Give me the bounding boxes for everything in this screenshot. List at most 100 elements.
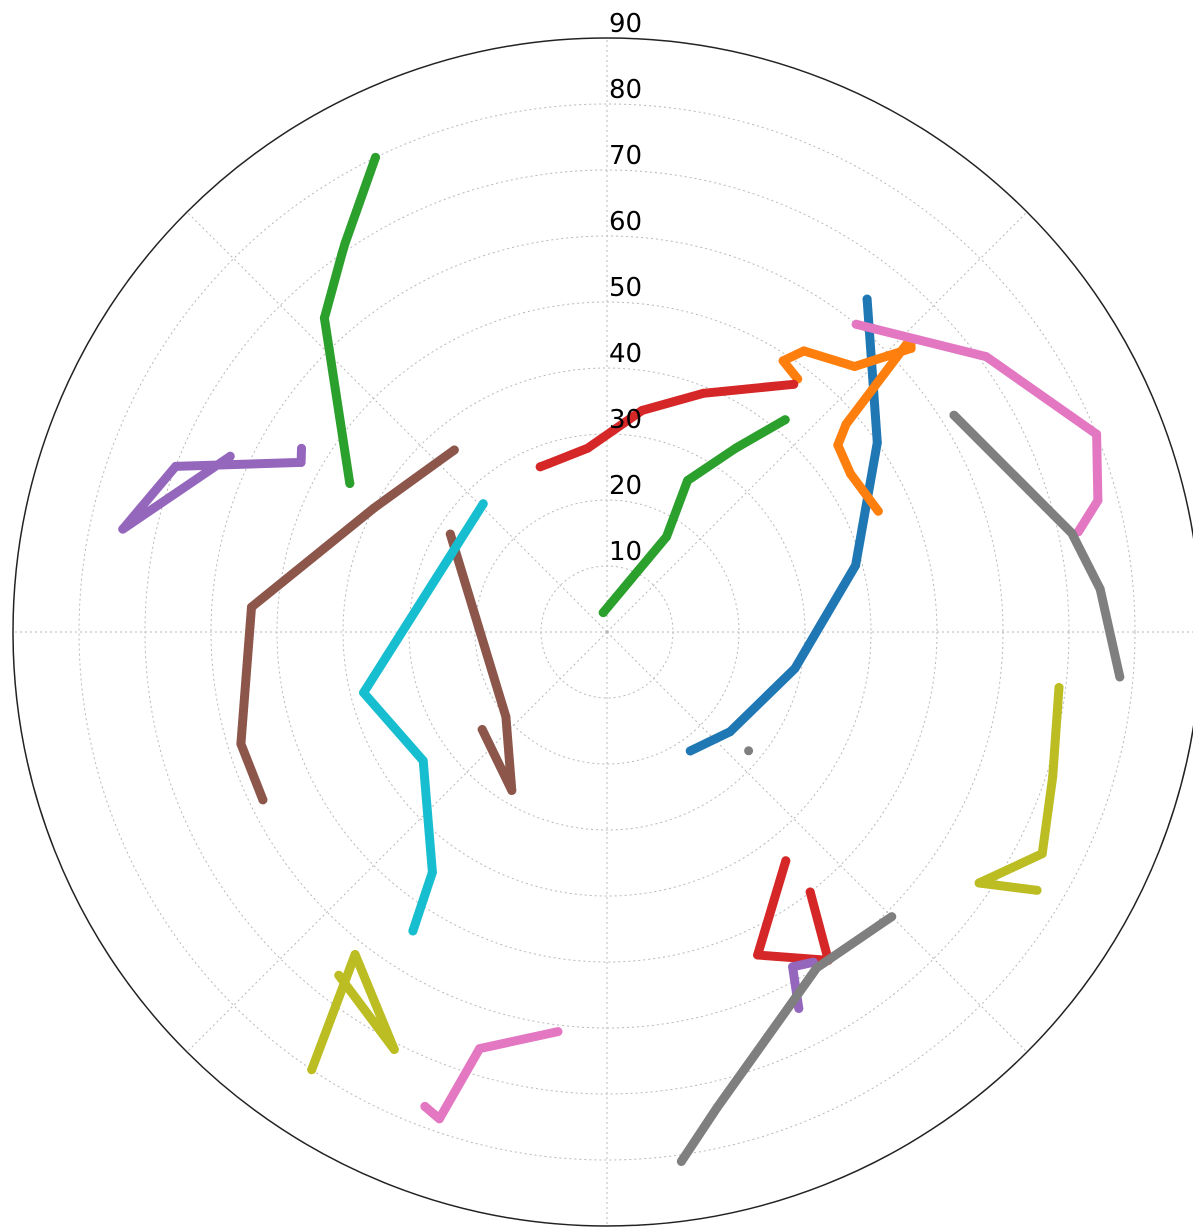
point-series-2-9 — [371, 152, 380, 162]
radial-tick-label: 50 — [609, 273, 642, 303]
point-series-6-1 — [981, 352, 991, 362]
point-series-6-0 — [851, 319, 861, 329]
point-series-1-1 — [778, 356, 788, 366]
grid-ring-30 — [408, 433, 806, 831]
point-series-1-6 — [841, 419, 851, 429]
point-series-4-4 — [297, 443, 306, 453]
track-series-2-seg-1 — [319, 152, 380, 488]
track-series-5-seg-1 — [445, 529, 517, 795]
point-series-8-8 — [334, 970, 344, 980]
track-series-3-seg-0 — [535, 379, 799, 472]
point-series-8-3 — [974, 878, 984, 888]
point-series-7-0 — [744, 746, 754, 756]
track-series-2-seg-0 — [598, 415, 790, 618]
point-series-9-3 — [427, 867, 437, 877]
point-series-0-0 — [862, 294, 872, 304]
point-series-2-3 — [731, 443, 741, 453]
grid-spoke-315 — [186, 211, 608, 633]
radial-tick-label: 60 — [609, 207, 642, 237]
polar-grid — [12, 37, 1193, 1227]
point-series-7-6 — [812, 963, 822, 973]
grid-spoke-135 — [606, 631, 1028, 1053]
radial-tick-label: 10 — [609, 537, 642, 567]
point-series-6-8 — [420, 1101, 430, 1111]
point-series-2-1 — [662, 532, 671, 542]
point-series-6-3 — [1093, 496, 1103, 505]
point-series-7-5 — [887, 912, 897, 922]
point-series-1-4 — [906, 343, 916, 353]
polar-frame — [12, 37, 1193, 1227]
track-series-0-seg-0 — [685, 294, 882, 756]
point-series-1-8 — [846, 469, 855, 479]
point-series-2-6 — [319, 313, 329, 323]
point-series-3-0 — [789, 379, 799, 389]
point-series-1-9 — [873, 506, 883, 516]
point-series-4-2 — [171, 461, 181, 471]
satellite-tracks — [118, 152, 1125, 1166]
radial-tick-label: 90 — [609, 9, 642, 39]
track-series-1-seg-0 — [778, 334, 916, 516]
radial-tick-label: 80 — [609, 75, 642, 105]
point-series-0-3 — [790, 664, 800, 673]
radial-tick-label: 40 — [609, 339, 642, 369]
point-series-6-2 — [1092, 429, 1102, 439]
radial-tick-label: 30 — [609, 405, 642, 435]
track-series-7-seg-2 — [676, 912, 897, 1166]
point-series-6-5 — [553, 1027, 563, 1037]
point-series-5-5 — [445, 529, 455, 539]
point-series-5-4 — [258, 795, 268, 805]
point-series-2-4 — [780, 415, 790, 425]
point-series-3-7 — [753, 950, 763, 960]
point-series-9-0 — [478, 499, 488, 509]
point-series-2-8 — [340, 239, 350, 248]
point-series-7-7 — [712, 1103, 722, 1113]
grid-ring-80 — [78, 103, 1136, 1161]
track-series-6-seg-1 — [420, 1027, 563, 1124]
point-series-3-3 — [583, 443, 593, 453]
track-series-5-seg-0 — [236, 445, 459, 805]
point-series-6-6 — [475, 1044, 485, 1054]
point-series-3-1 — [698, 388, 708, 398]
track-series-8-seg-0 — [974, 683, 1064, 895]
point-series-3-6 — [781, 856, 791, 866]
point-series-8-7 — [389, 1045, 399, 1054]
point-series-0-5 — [685, 746, 695, 756]
grid-ring-40 — [342, 367, 872, 897]
point-series-0-2 — [851, 560, 861, 570]
point-series-6-7 — [434, 1114, 444, 1124]
track-series-4-seg-0 — [118, 443, 306, 534]
track-series-8-seg-1 — [307, 950, 399, 1075]
point-series-7-3 — [1095, 584, 1105, 594]
point-series-5-6 — [501, 712, 511, 722]
point-series-1-2 — [799, 346, 809, 356]
point-series-2-5 — [345, 479, 355, 488]
point-series-8-0 — [1054, 683, 1064, 692]
point-series-3-2 — [637, 405, 647, 415]
track-series-3-seg-1 — [753, 856, 833, 965]
radial-tick-label: 70 — [609, 141, 642, 171]
point-series-8-6 — [350, 950, 360, 959]
point-series-9-4 — [408, 926, 418, 936]
point-series-4-5 — [794, 1003, 804, 1013]
point-series-7-8 — [676, 1156, 686, 1166]
point-series-1-7 — [833, 440, 843, 450]
point-series-4-6 — [788, 962, 798, 972]
point-series-8-2 — [1037, 849, 1047, 859]
point-series-2-0 — [598, 608, 608, 618]
point-series-1-3 — [850, 362, 860, 371]
grid-spoke-45 — [606, 211, 1028, 633]
point-series-9-1 — [359, 688, 369, 698]
track-series-7-seg-1 — [949, 410, 1125, 682]
grid-spoke-225 — [186, 631, 608, 1053]
point-series-8-5 — [307, 1065, 317, 1075]
point-series-9-2 — [418, 756, 428, 766]
point-series-2-7 — [337, 249, 347, 259]
point-series-0-1 — [872, 438, 882, 448]
point-series-5-8 — [477, 725, 487, 734]
point-series-4-3 — [296, 457, 306, 467]
point-series-2-2 — [683, 476, 693, 485]
point-series-3-9 — [805, 887, 815, 897]
radial-tick-label: 20 — [609, 471, 642, 501]
point-series-7-4 — [1115, 672, 1125, 682]
